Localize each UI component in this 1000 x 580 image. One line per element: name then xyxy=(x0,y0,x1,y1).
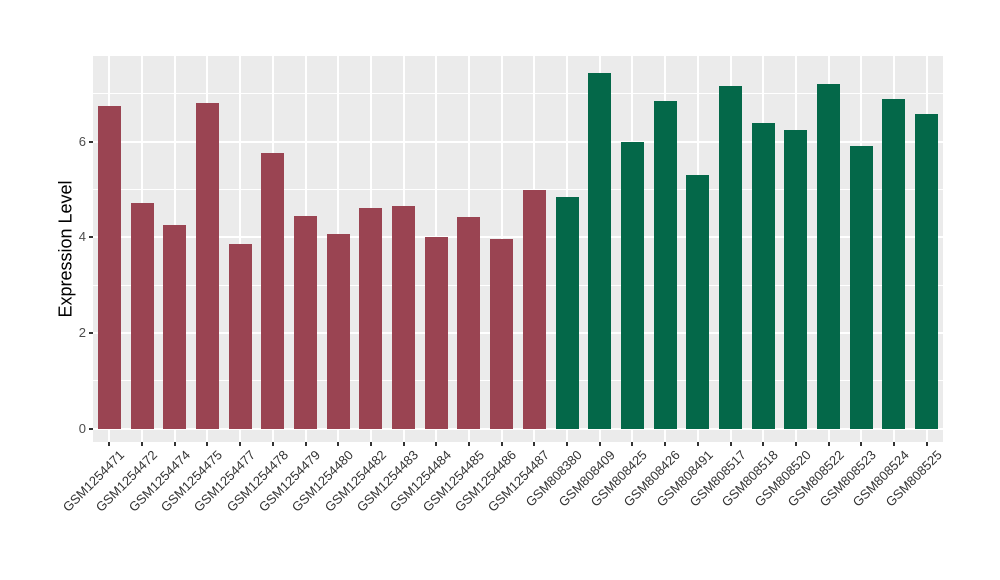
y-axis-tick xyxy=(89,236,93,239)
y-axis-tick xyxy=(89,140,93,143)
x-axis-tick xyxy=(402,442,405,446)
bar xyxy=(424,236,448,429)
bar xyxy=(392,205,416,429)
gridline-major xyxy=(93,427,943,430)
x-axis-tick xyxy=(794,442,797,446)
gridline-minor xyxy=(93,284,943,286)
x-axis-tick xyxy=(435,442,438,446)
x-axis-tick xyxy=(141,442,144,446)
plot-panel xyxy=(93,56,943,442)
x-axis-tick xyxy=(108,442,111,446)
bar xyxy=(849,145,873,429)
bar xyxy=(163,225,187,429)
y-tick-label: 0 xyxy=(78,420,86,436)
y-tick-label: 6 xyxy=(78,133,86,149)
bar xyxy=(195,102,219,429)
x-axis-tick xyxy=(206,442,209,446)
x-axis-tick xyxy=(467,442,470,446)
x-axis-tick xyxy=(892,442,895,446)
x-axis-tick xyxy=(631,442,634,446)
bar xyxy=(490,238,514,429)
bar xyxy=(97,106,121,429)
bar xyxy=(130,202,154,429)
gridline-major xyxy=(93,236,943,239)
x-axis-tick xyxy=(500,442,503,446)
gridline-minor xyxy=(93,189,943,190)
y-axis-title: Expression Level xyxy=(55,180,76,318)
x-axis-tick xyxy=(729,442,732,446)
gridline-minor xyxy=(93,380,943,382)
bar xyxy=(915,113,939,429)
bar xyxy=(457,216,481,429)
gridline-major xyxy=(93,331,943,334)
bar xyxy=(719,86,742,429)
x-axis-tick xyxy=(337,442,340,446)
x-axis-tick xyxy=(696,442,699,446)
gridline-minor xyxy=(93,93,943,95)
y-tick-label: 4 xyxy=(78,229,86,245)
bar xyxy=(620,141,644,429)
y-tick-label: 2 xyxy=(78,324,86,340)
y-axis-tick xyxy=(89,427,93,430)
bar xyxy=(359,208,383,429)
x-axis-tick xyxy=(664,442,667,446)
x-axis-tick xyxy=(860,442,863,446)
x-axis-tick xyxy=(304,442,307,446)
bar xyxy=(326,234,350,429)
x-axis-tick xyxy=(239,442,242,446)
bar xyxy=(555,196,579,429)
gridline-major xyxy=(93,140,943,143)
x-axis-tick xyxy=(566,442,569,446)
bar xyxy=(588,73,612,429)
y-axis-tick xyxy=(89,331,93,334)
x-axis-tick xyxy=(173,442,176,446)
bar xyxy=(294,216,317,429)
bar xyxy=(228,243,252,429)
x-axis-tick xyxy=(369,442,372,446)
bar xyxy=(784,129,808,429)
bar xyxy=(751,122,775,429)
x-axis-tick xyxy=(598,442,601,446)
bar xyxy=(653,100,677,429)
x-axis-tick xyxy=(925,442,928,446)
bar xyxy=(686,175,710,429)
x-axis-tick xyxy=(762,442,765,446)
bar xyxy=(817,83,841,429)
bar xyxy=(522,189,546,429)
bar xyxy=(882,98,906,429)
bar xyxy=(261,153,285,429)
x-axis-tick xyxy=(271,442,274,446)
x-axis-tick xyxy=(533,442,536,446)
x-axis-tick xyxy=(827,442,830,446)
